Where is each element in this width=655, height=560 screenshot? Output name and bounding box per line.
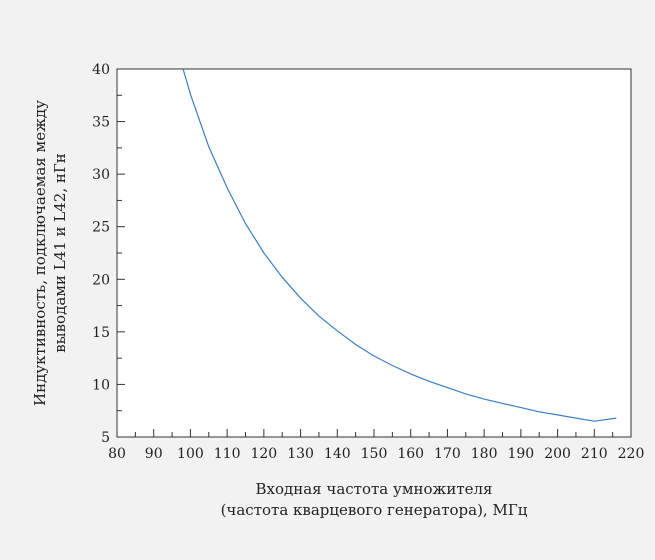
y-axis-ticks: 5 10 15 20 25 30 35 40 <box>92 62 125 446</box>
series-line <box>182 68 617 422</box>
x-tick-label: 110 <box>214 446 241 462</box>
x-tick-label: 80 <box>108 446 126 462</box>
x-tick-label: 130 <box>287 446 314 462</box>
y-tick-label: 40 <box>92 62 110 78</box>
x-tick-label: 160 <box>397 446 424 462</box>
x-tick-label: 200 <box>544 446 571 462</box>
x-tick-label: 90 <box>145 446 163 462</box>
y-axis-title-line-1: Индуктивность, подключаемая между <box>31 100 49 406</box>
y-axis-title-line-2: выводами L41 и L42, нГн <box>51 153 69 353</box>
x-tick-label: 150 <box>361 446 388 462</box>
y-tick-label: 10 <box>92 377 110 393</box>
x-tick-label: 170 <box>434 446 461 462</box>
x-tick-label: 210 <box>581 446 608 462</box>
y-tick-label: 15 <box>92 325 110 341</box>
x-axis-title-line-1: Входная частота умножителя <box>255 480 492 498</box>
x-tick-label: 220 <box>618 446 645 462</box>
x-tick-label: 180 <box>471 446 498 462</box>
x-axis-title-line-2: (частота кварцевого генератора), МГц <box>221 501 528 519</box>
y-tick-label: 5 <box>101 430 110 446</box>
x-tick-label: 120 <box>250 446 277 462</box>
x-tick-label: 140 <box>324 446 351 462</box>
plot-area <box>116 68 632 438</box>
y-tick-label: 20 <box>92 272 110 288</box>
y-tick-label: 30 <box>92 167 110 183</box>
x-axis-ticks: 80 90 100 110 120 130 140 150 160 170 180 190 200 210… <box>108 429 644 462</box>
x-tick-label: 190 <box>507 446 534 462</box>
y-tick-label: 35 <box>92 115 110 131</box>
x-tick-label: 100 <box>177 446 204 462</box>
y-tick-label: 25 <box>92 220 110 236</box>
